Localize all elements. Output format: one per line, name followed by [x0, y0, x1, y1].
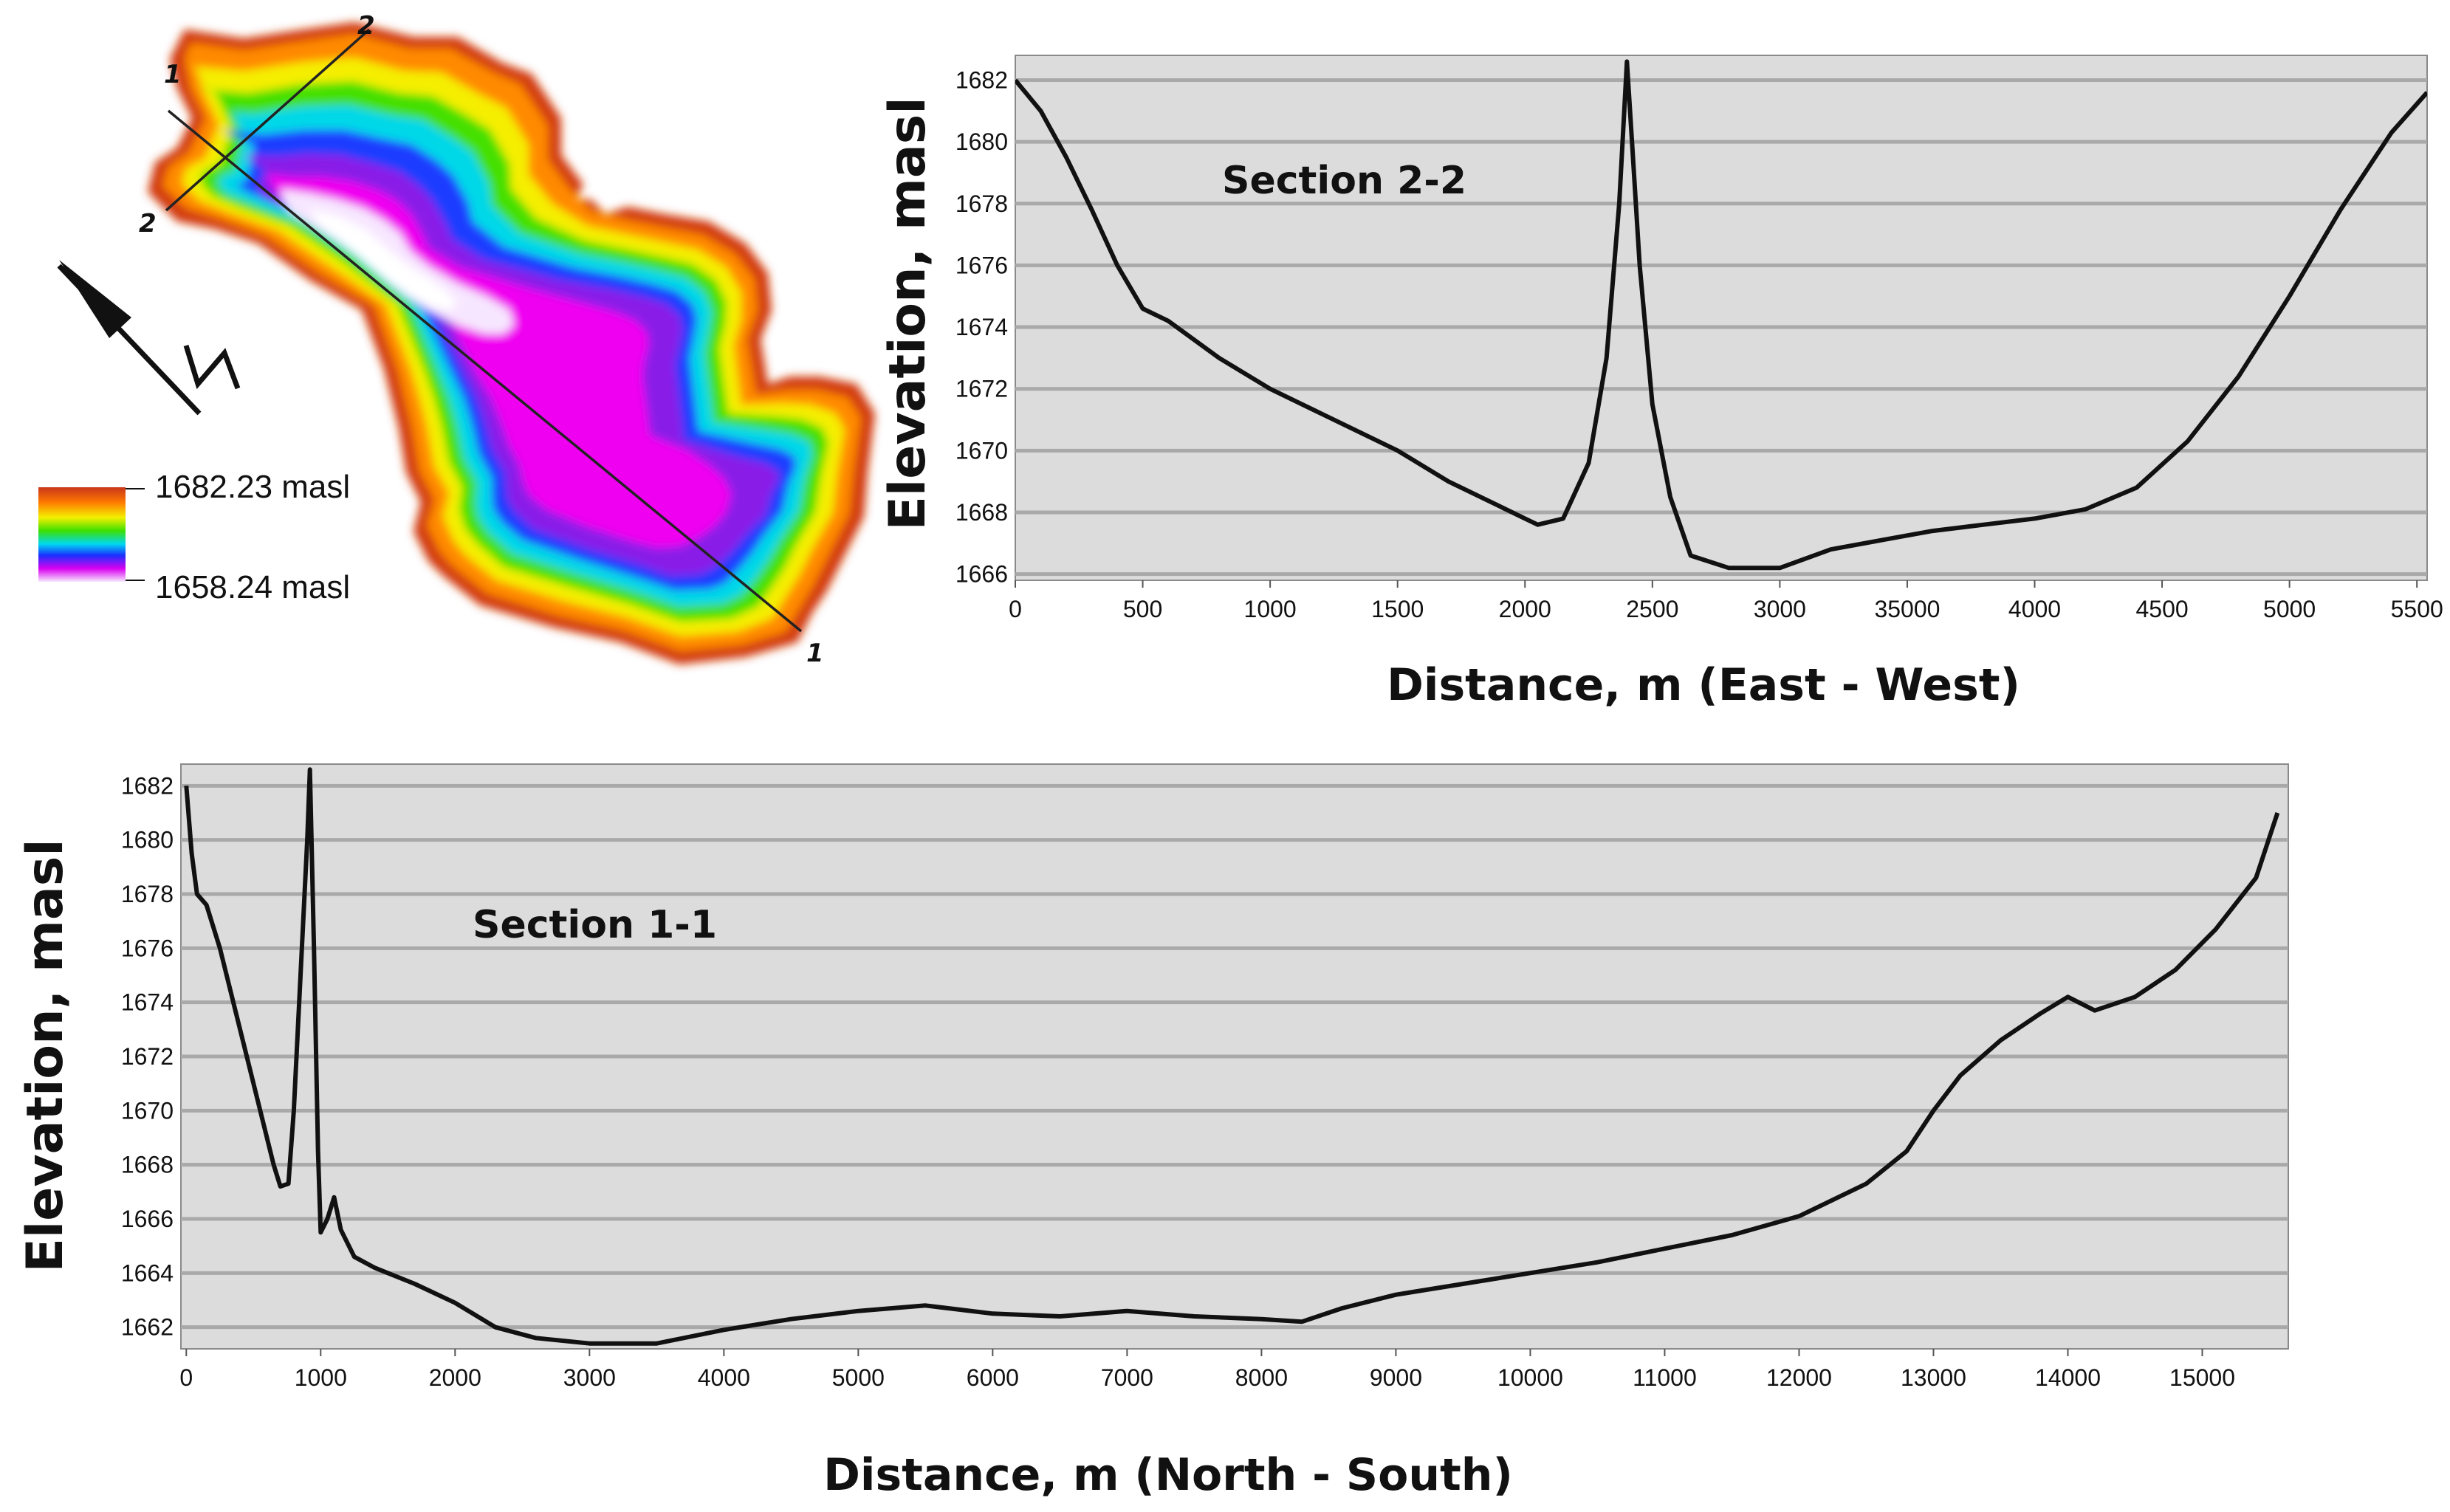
section-2-2-gridlines — [1015, 78, 2427, 577]
section-2-2-x-tick-label: 2000 — [1499, 596, 1551, 622]
section-1-1-x-tick-label: 12000 — [1766, 1364, 1832, 1391]
section-1-1-x-ticks: 0 1000 2000 3000 4000 5000 6000 7000 8000 9000 100… — [179, 1349, 2235, 1391]
section-1-1-y-tick-label: 1672 — [121, 1043, 174, 1070]
section-1-1-annotation: Section 1-1 — [473, 903, 717, 947]
section-2-2-x-tick-label: 2500 — [1626, 596, 1678, 622]
section-2-2-x-tick-label: 1000 — [1244, 596, 1297, 622]
section-line-2-2 — [165, 28, 371, 212]
section-2-2-x-tick-label: 5500 — [2391, 596, 2443, 622]
section-1-1-x-tick-label: 10000 — [1497, 1364, 1563, 1391]
section-1-1-y-tick-label: 1662 — [121, 1314, 174, 1341]
section-1-1-x-tick-label: 7000 — [1101, 1364, 1153, 1391]
section-2-2-x-tick-label: 35000 — [1874, 596, 1940, 622]
section-1-1-y-tick-label: 1676 — [121, 935, 174, 961]
section-2-2-y-tick-label: 1672 — [955, 376, 1008, 402]
section-1-1-x-tick-label: 8000 — [1235, 1364, 1288, 1391]
section-2-2-x-tick-label: 1500 — [1371, 596, 1424, 622]
section-2-2-profile-line — [1015, 59, 2427, 571]
section-2-2-y-tick-label: 1680 — [955, 128, 1008, 155]
section-1-1-x-tick-label: 3000 — [563, 1364, 616, 1391]
section-2-2-x-axis-title: Distance, m (East - West) — [1387, 659, 2020, 711]
section-1-1-x-tick-label: 5000 — [832, 1364, 885, 1391]
section-2-2-x-tick-label: 5000 — [2263, 596, 2316, 622]
section-1-1-y-tick-label: 1674 — [121, 989, 174, 1016]
section-1-1-x-tick-label: 4000 — [698, 1364, 750, 1391]
section-1-1-y-tick-label: 1670 — [121, 1097, 174, 1124]
section-1-1-gridlines — [181, 783, 2288, 1330]
section-2-start-label: 2 — [139, 209, 157, 238]
section-1-1-y-tick-label: 1682 — [121, 772, 174, 799]
section-1-1-x-tick-label: 13000 — [1901, 1364, 1966, 1391]
section-2-2-y-tick-label: 1682 — [955, 66, 1008, 93]
section-2-2-x-tick-label: 0 — [1009, 596, 1022, 622]
section-line-1-1 — [167, 109, 803, 633]
section-1-1-y-tick-label: 1680 — [121, 827, 174, 853]
section-marker-labels: 1 1 2 2 — [139, 11, 824, 668]
section-2-2-y-tick-label: 1666 — [955, 561, 1008, 588]
section-1-1-y-axis-title: Elevation, masl — [16, 839, 75, 1272]
section-1-1-y-tick-label: 1678 — [121, 881, 174, 907]
section-2-2-x-tick-label: 4000 — [2008, 596, 2061, 622]
section-2-end-label: 2 — [357, 11, 375, 41]
section-1-1-x-tick-label: 11000 — [1633, 1364, 1697, 1391]
section-1-1-profile-line — [184, 767, 2280, 1346]
legend-max-label: 1682.23 masl — [155, 469, 350, 505]
bathymetry-map: 1 1 2 2 1682.23 masl 1658.24 masl — [38, 11, 875, 668]
section-2-2-y-ticks: 1666 1668 1670 1672 1674 1676 1678 1680 1682 — [955, 66, 1008, 587]
section-1-start-label: 1 — [164, 60, 182, 89]
section-1-1-y-ticks: 1662 1664 1666 1668 1670 1672 1674 1676 1678 1680… — [121, 772, 174, 1340]
section-1-1-x-axis-title: Distance, m (North - South) — [823, 1449, 1513, 1501]
section-2-2-x-ticks: 0 500 1000 1500 2000 2500 3000 35000 4000 4500 500… — [1009, 580, 2443, 622]
section-1-1-y-tick-label: 1666 — [121, 1206, 174, 1232]
section-1-1-x-tick-label: 2000 — [429, 1364, 481, 1391]
north-arrow-icon — [57, 260, 241, 416]
section-2-2-chart: 1666 1668 1670 1672 1674 1676 1678 1680 1682 0 50… — [879, 55, 2443, 711]
section-1-end-label: 1 — [806, 639, 824, 668]
lake-elevation-shading — [148, 22, 875, 664]
section-2-2-x-tick-label: 500 — [1123, 596, 1162, 622]
section-2-2-x-tick-label: 3000 — [1754, 596, 1806, 622]
section-1-1-x-tick-label: 6000 — [967, 1364, 1019, 1391]
section-2-2-y-tick-label: 1668 — [955, 499, 1008, 526]
section-1-1-x-tick-label: 1000 — [295, 1364, 347, 1391]
section-2-2-y-tick-label: 1676 — [955, 252, 1008, 278]
section-1-1-y-tick-label: 1664 — [121, 1260, 174, 1286]
section-1-1-x-tick-label: 15000 — [2169, 1364, 2235, 1391]
section-1-1-x-tick-label: 0 — [179, 1364, 193, 1391]
section-1-1-chart: 1662 1664 1666 1668 1670 1672 1674 1676 1678 1680… — [16, 763, 2289, 1501]
color-legend: 1682.23 masl 1658.24 masl — [38, 469, 350, 605]
section-lines — [165, 28, 803, 633]
section-2-2-y-axis-title: Elevation, masl — [879, 97, 937, 530]
section-2-2-plot-area — [1015, 55, 2428, 581]
section-2-2-x-tick-label: 4500 — [2135, 596, 2188, 622]
legend-color-ramp — [38, 487, 126, 582]
legend-min-label: 1658.24 masl — [155, 569, 350, 605]
section-2-2-y-tick-label: 1678 — [955, 190, 1008, 217]
section-1-1-x-tick-label: 14000 — [2035, 1364, 2101, 1391]
section-1-1-x-tick-label: 9000 — [1370, 1364, 1422, 1391]
section-1-1-y-tick-label: 1668 — [121, 1152, 174, 1178]
section-2-2-y-tick-label: 1670 — [955, 437, 1008, 464]
section-2-2-y-tick-label: 1674 — [955, 314, 1008, 340]
section-2-2-annotation: Section 2-2 — [1222, 159, 1466, 203]
